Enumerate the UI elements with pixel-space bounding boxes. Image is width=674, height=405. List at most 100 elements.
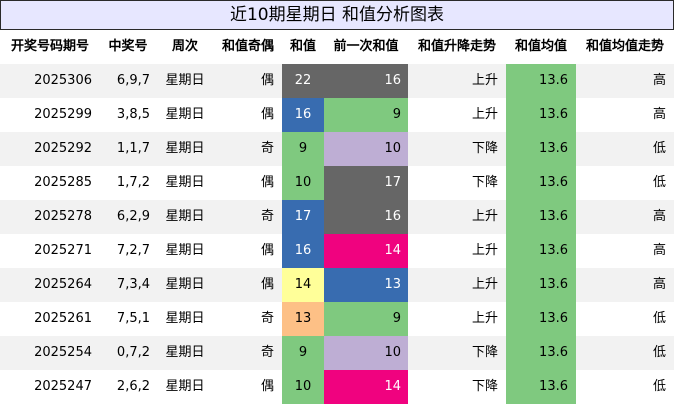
table-row: 2025278 6,2,9 星期日 奇 17 16 上升 13.6 高 xyxy=(0,200,674,234)
header-issue: 开奖号码期号 xyxy=(10,39,89,54)
cell-avg-trend: 高 xyxy=(652,243,666,258)
table-row: 2025261 7,5,1 星期日 奇 13 9 上升 13.6 低 xyxy=(0,302,674,336)
cell-issue: 2025292 xyxy=(34,141,92,156)
cell-sum: 13 xyxy=(282,302,324,336)
cell-sum: 14 xyxy=(282,268,324,302)
cell-avg: 13.6 xyxy=(506,370,576,404)
cell-sum: 22 xyxy=(282,64,324,98)
cell-avg-trend: 高 xyxy=(652,73,666,88)
cell-prev-sum: 16 xyxy=(324,64,408,98)
table-row: 2025292 1,1,7 星期日 奇 9 10 下降 13.6 低 xyxy=(0,132,674,166)
cell-numbers: 7,3,4 xyxy=(116,277,150,292)
cell-avg: 13.6 xyxy=(506,98,576,132)
cell-parity: 偶 xyxy=(260,243,274,258)
cell-trend: 下降 xyxy=(471,175,498,190)
cell-weekday: 星期日 xyxy=(165,243,205,258)
cell-avg-trend: 高 xyxy=(652,107,666,122)
cell-parity: 奇 xyxy=(260,311,274,326)
header-avg: 和值均值 xyxy=(514,39,567,54)
table-row: 2025271 7,2,7 星期日 偶 16 14 上升 13.6 高 xyxy=(0,234,674,268)
cell-sum: 16 xyxy=(282,234,324,268)
cell-numbers: 0,7,2 xyxy=(116,345,150,360)
cell-prev-sum: 9 xyxy=(324,98,408,132)
cell-weekday: 星期日 xyxy=(165,277,205,292)
cell-avg: 13.6 xyxy=(506,166,576,200)
cell-weekday: 星期日 xyxy=(165,209,205,224)
cell-issue: 2025264 xyxy=(34,277,92,292)
cell-trend: 下降 xyxy=(471,141,498,156)
cell-avg-trend: 高 xyxy=(652,277,666,292)
cell-issue: 2025261 xyxy=(34,311,92,326)
table-row: 2025254 0,7,2 星期日 奇 9 10 下降 13.6 低 xyxy=(0,336,674,370)
cell-numbers: 1,7,2 xyxy=(116,175,150,190)
header-prev-sum: 前一次和值 xyxy=(333,39,399,54)
cell-prev-sum: 13 xyxy=(324,268,408,302)
cell-numbers: 6,2,9 xyxy=(116,209,150,224)
cell-prev-sum: 17 xyxy=(324,166,408,200)
cell-parity: 偶 xyxy=(260,277,274,292)
cell-avg-trend: 高 xyxy=(652,209,666,224)
cell-sum: 16 xyxy=(282,98,324,132)
cell-sum: 17 xyxy=(282,200,324,234)
cell-numbers: 2,6,2 xyxy=(116,379,150,394)
header-parity: 和值奇偶 xyxy=(221,39,274,54)
cell-weekday: 星期日 xyxy=(165,107,205,122)
cell-avg: 13.6 xyxy=(506,336,576,370)
table-row: 2025299 3,8,5 星期日 偶 16 9 上升 13.6 高 xyxy=(0,98,674,132)
cell-avg: 13.6 xyxy=(506,132,576,166)
cell-sum: 10 xyxy=(282,166,324,200)
cell-issue: 2025247 xyxy=(34,379,92,394)
cell-parity: 偶 xyxy=(260,379,274,394)
cell-avg: 13.6 xyxy=(506,302,576,336)
header-trend: 和值升降走势 xyxy=(417,39,496,54)
cell-trend: 下降 xyxy=(471,345,498,360)
table-row: 2025264 7,3,4 星期日 偶 14 13 上升 13.6 高 xyxy=(0,268,674,302)
cell-avg-trend: 低 xyxy=(652,175,666,190)
table-row: 2025306 6,9,7 星期日 偶 22 16 上升 13.6 高 xyxy=(0,64,674,98)
cell-weekday: 星期日 xyxy=(165,141,205,156)
cell-avg: 13.6 xyxy=(506,268,576,302)
cell-avg-trend: 低 xyxy=(652,379,666,394)
cell-prev-sum: 10 xyxy=(324,132,408,166)
header-numbers: 中奖号 xyxy=(108,39,148,54)
cell-sum: 10 xyxy=(282,370,324,404)
cell-numbers: 6,9,7 xyxy=(116,73,150,88)
cell-numbers: 1,1,7 xyxy=(116,141,150,156)
table-row: 2025247 2,6,2 星期日 偶 10 14 下降 13.6 低 xyxy=(0,370,674,404)
cell-trend: 上升 xyxy=(471,107,498,122)
cell-trend: 上升 xyxy=(471,243,498,258)
cell-issue: 2025278 xyxy=(34,209,92,224)
cell-avg: 13.6 xyxy=(506,64,576,98)
cell-parity: 奇 xyxy=(260,345,274,360)
cell-prev-sum: 16 xyxy=(324,200,408,234)
cell-sum: 9 xyxy=(282,132,324,166)
cell-avg-trend: 低 xyxy=(652,345,666,360)
cell-trend: 上升 xyxy=(471,277,498,292)
cell-prev-sum: 14 xyxy=(324,370,408,404)
cell-issue: 2025285 xyxy=(34,175,92,190)
cell-avg: 13.6 xyxy=(506,200,576,234)
cell-issue: 2025271 xyxy=(34,243,92,258)
cell-sum: 9 xyxy=(282,336,324,370)
cell-issue: 2025306 xyxy=(34,73,92,88)
cell-weekday: 星期日 xyxy=(165,175,205,190)
cell-trend: 下降 xyxy=(471,379,498,394)
cell-numbers: 7,5,1 xyxy=(116,311,150,326)
cell-parity: 偶 xyxy=(260,175,274,190)
cell-parity: 奇 xyxy=(260,209,274,224)
cell-trend: 上升 xyxy=(471,311,498,326)
cell-trend: 上升 xyxy=(471,73,498,88)
header-weekday: 周次 xyxy=(171,39,198,54)
cell-prev-sum: 14 xyxy=(324,234,408,268)
cell-weekday: 星期日 xyxy=(165,345,205,360)
table-title: 近10期星期日 和值分析图表 xyxy=(0,0,674,30)
cell-avg-trend: 低 xyxy=(652,141,666,156)
cell-weekday: 星期日 xyxy=(165,73,205,88)
header-sum: 和值 xyxy=(289,39,316,54)
table-row: 2025285 1,7,2 星期日 偶 10 17 下降 13.6 低 xyxy=(0,166,674,200)
cell-numbers: 3,8,5 xyxy=(116,107,150,122)
header-avg-trend: 和值均值走势 xyxy=(585,39,664,54)
cell-issue: 2025254 xyxy=(34,345,92,360)
cell-avg: 13.6 xyxy=(506,234,576,268)
